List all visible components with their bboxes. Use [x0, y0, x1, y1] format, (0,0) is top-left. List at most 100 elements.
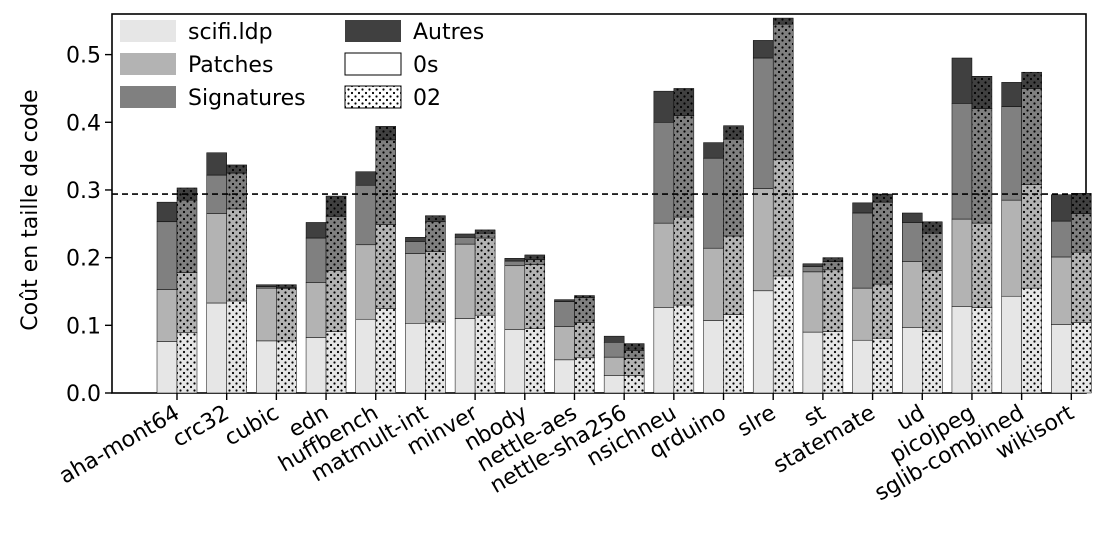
- bar-nettle-aes-02-scifi.ldp-hatch: [574, 357, 595, 393]
- bar-nettle-sha256-02-Patches-hatch: [624, 358, 645, 376]
- bar-minver-0s-Signatures: [454, 237, 476, 245]
- bar-st-0s-Signatures: [802, 266, 824, 273]
- bar-nettle-aes-0s-scifi.ldp: [554, 359, 575, 394]
- bar-cubic-0s-scifi.ldp: [256, 340, 277, 394]
- bar-st-02-Signatures-hatch: [822, 261, 843, 270]
- bar-sglib-combined-0s-scifi.ldp: [1001, 295, 1022, 394]
- bar-minver-02-Patches-hatch: [475, 238, 496, 316]
- legend-label-Autres: Autres: [413, 20, 484, 45]
- bar-nettle-aes-0s-Signatures: [554, 301, 575, 327]
- bar-matmult-int-0s-Patches: [405, 253, 426, 324]
- bar-cubic-02-Patches-hatch: [276, 288, 297, 341]
- y-tick-label: 0.1: [66, 314, 101, 339]
- bar-picojpeg-0s-Autres: [951, 57, 973, 104]
- bar-ud-0s-scifi.ldp: [902, 327, 923, 394]
- y-tick-label: 0.5: [66, 44, 101, 69]
- bar-picojpeg-0s-scifi.ldp: [951, 306, 973, 394]
- bar-huffbench-02-Patches-hatch: [375, 224, 396, 309]
- bar-nbody-02-Autres-hatch: [524, 254, 545, 260]
- legend-swatch-scifi.ldp: [120, 20, 176, 42]
- bar-nsichneu-02-Autres-hatch: [673, 88, 694, 116]
- bar-wikisort-0s-Patches: [1051, 256, 1072, 325]
- bar-crc32-02-Patches-hatch: [226, 208, 247, 301]
- bar-nbody-0s-Autres: [504, 258, 526, 262]
- bar-sglib-combined-0s-Patches: [1001, 199, 1022, 297]
- bar-matmult-int-0s-Autres: [405, 237, 426, 242]
- bar-ud-0s-Signatures: [902, 222, 923, 262]
- bar-nettle-aes-02-Signatures-hatch: [574, 297, 595, 323]
- bar-nettle-sha256-0s-scifi.ldp: [603, 375, 625, 394]
- bar-st-02-Patches-hatch: [822, 269, 843, 332]
- bar-cubic-0s-Patches: [256, 287, 277, 342]
- bar-wikisort-02-Signatures-hatch: [1071, 213, 1092, 253]
- y-tick-label: 0.4: [66, 111, 101, 136]
- bar-ud-02-Patches-hatch: [922, 270, 943, 332]
- bar-nsichneu-0s-Autres: [653, 90, 675, 123]
- legend-label-0s: 0s: [413, 53, 438, 78]
- bar-nettle-sha256-02-Autres-hatch: [624, 343, 645, 351]
- legend-label-02: 02: [413, 86, 441, 111]
- bar-sglib-combined-02-Autres-hatch: [1021, 72, 1042, 89]
- bar-minver-0s-Patches: [454, 243, 476, 319]
- bar-sglib-combined-02-Patches-hatch: [1021, 184, 1042, 289]
- bar-huffbench-02-Signatures-hatch: [375, 139, 396, 225]
- x-tick-label: cubic: [220, 401, 283, 452]
- bar-slre-02-scifi.ldp-hatch: [773, 275, 794, 393]
- bar-nettle-sha256-0s-Patches: [603, 356, 625, 376]
- bar-sglib-combined-0s-Autres: [1001, 82, 1022, 107]
- bar-wikisort-02-Patches-hatch: [1071, 252, 1092, 323]
- bar-nettle-aes-0s-Patches: [554, 326, 575, 361]
- legend-swatch-Patches: [120, 53, 176, 75]
- bar-st-0s-Patches: [802, 271, 824, 333]
- bar-minver-0s-Autres: [454, 233, 476, 238]
- legend-swatch-hatch: [345, 86, 401, 108]
- bar-aha-mont64-02-Signatures-hatch: [177, 200, 197, 273]
- bar-statemate-02-Signatures-hatch: [872, 202, 893, 285]
- bar-qrduino-02-Signatures-hatch: [723, 139, 744, 236]
- bar-aha-mont64-02-scifi.ldp-hatch: [177, 332, 197, 393]
- x-tick-label: statemate: [769, 401, 879, 479]
- bar-picojpeg-0s-Patches: [951, 218, 973, 307]
- bar-picojpeg-02-Signatures-hatch: [971, 108, 992, 224]
- bar-edn-02-Autres-hatch: [326, 196, 347, 217]
- bar-nbody-02-scifi.ldp-hatch: [524, 328, 545, 393]
- x-tick-label: aha-mont64: [55, 401, 184, 490]
- bar-picojpeg-02-scifi.ldp-hatch: [971, 307, 992, 393]
- bar-huffbench-0s-Patches: [355, 244, 376, 320]
- bar-slre-0s-Patches: [752, 188, 774, 292]
- bar-qrduino-02-Autres-hatch: [723, 125, 744, 140]
- bar-sglib-combined-02-Signatures-hatch: [1021, 88, 1042, 185]
- bar-edn-02-scifi.ldp-hatch: [326, 331, 347, 393]
- bar-minver-02-Signatures-hatch: [475, 233, 496, 239]
- bar-crc32-0s-scifi.ldp: [206, 302, 227, 394]
- bar-ud-02-Autres-hatch: [922, 221, 943, 234]
- bar-wikisort-0s-Autres: [1051, 194, 1072, 222]
- bar-st-02-Autres-hatch: [822, 257, 843, 262]
- bar-wikisort-02-scifi.ldp-hatch: [1071, 322, 1092, 393]
- bar-qrduino-02-scifi.ldp-hatch: [723, 314, 744, 393]
- bar-nsichneu-0s-Signatures: [653, 122, 675, 224]
- bar-nsichneu-02-scifi.ldp-hatch: [673, 305, 694, 393]
- bar-nettle-aes-0s-Autres: [554, 299, 575, 302]
- bar-matmult-int-02-Autres-hatch: [425, 215, 446, 222]
- bar-qrduino-02-Patches-hatch: [723, 235, 744, 315]
- bar-edn-02-Patches-hatch: [326, 270, 347, 332]
- bar-crc32-02-Signatures-hatch: [226, 173, 247, 209]
- y-tick-label: 0.0: [66, 382, 101, 407]
- legend-label-scifi.ldp: scifi.ldp: [188, 20, 273, 45]
- bar-nettle-aes-02-Patches-hatch: [574, 322, 595, 358]
- bar-nettle-sha256-02-Signatures-hatch: [624, 350, 645, 359]
- bar-slre-0s-scifi.ldp: [752, 290, 774, 394]
- bar-edn-0s-Patches: [305, 282, 327, 338]
- bar-ud-02-Signatures-hatch: [922, 233, 943, 271]
- bar-huffbench-0s-Autres: [355, 171, 376, 186]
- bar-nbody-0s-Patches: [504, 265, 526, 330]
- bar-ud-0s-Autres: [902, 212, 923, 223]
- bar-picojpeg-02-Autres-hatch: [971, 76, 992, 109]
- x-tick-label: slre: [733, 401, 780, 442]
- bar-huffbench-02-scifi.ldp-hatch: [375, 308, 396, 393]
- bar-sglib-combined-0s-Signatures: [1001, 106, 1022, 201]
- bar-wikisort-02-Autres-hatch: [1071, 193, 1092, 214]
- legend-label-Signatures: Signatures: [188, 86, 306, 111]
- bar-statemate-02-Autres-hatch: [872, 194, 893, 203]
